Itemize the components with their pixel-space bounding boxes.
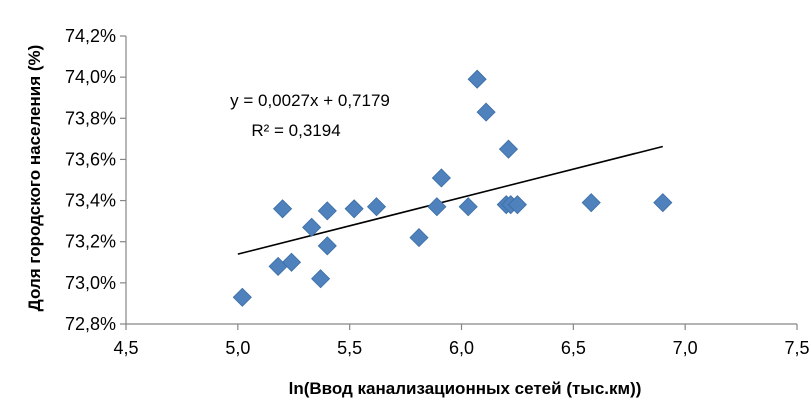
- y-tick-label: 73,6%: [65, 149, 116, 169]
- y-tick-label: 74,0%: [65, 67, 116, 87]
- data-point: [498, 139, 519, 159]
- y-axis: 72,8% 73,0% 73,2% 73,4% 73,6% 73,8% 74,0% 74,2%: [65, 26, 127, 334]
- data-point: [366, 197, 387, 217]
- x-tick-label: 6,0: [449, 338, 474, 358]
- data-point: [431, 168, 451, 188]
- data-point: [273, 199, 293, 219]
- y-axis-title: Доля городского населения (%): [25, 45, 44, 312]
- data-point: [409, 228, 429, 248]
- y-tick-label: 74,2%: [65, 26, 116, 46]
- data-point: [581, 193, 601, 213]
- y-tick-label: 72,8%: [65, 314, 116, 334]
- data-point: [317, 201, 337, 221]
- data-point: [476, 102, 496, 122]
- y-tick-label: 73,8%: [65, 108, 116, 128]
- data-point: [467, 69, 487, 89]
- x-tick-label: 7,5: [784, 338, 809, 358]
- x-tick-label: 5,0: [225, 338, 250, 358]
- trendline-line: [237, 145, 663, 255]
- x-axis: 4,5 5,0 5,5 6,0 6,5 7,0 7,5: [113, 323, 810, 358]
- trendline-r-squared: R² = 0,3194: [251, 121, 340, 140]
- data-point: [653, 193, 673, 213]
- x-tick-label: 7,0: [673, 338, 698, 358]
- trendline-equation: y = 0,0027x + 0,7179: [230, 91, 390, 110]
- data-point: [507, 195, 527, 215]
- data-point: [311, 269, 331, 289]
- data-point: [458, 197, 478, 217]
- data-point: [281, 252, 302, 272]
- x-axis-title: ln(Ввод канализационных сетей (тыс.км)): [289, 379, 642, 398]
- x-tick-label: 4,5: [113, 338, 138, 358]
- y-tick-label: 73,2%: [65, 232, 116, 252]
- data-point: [427, 197, 447, 217]
- data-point: [232, 287, 252, 307]
- data-point: [317, 236, 337, 256]
- data-points: [232, 69, 673, 307]
- trendline: [237, 145, 663, 255]
- y-tick-label: 73,4%: [65, 191, 116, 211]
- data-point: [302, 217, 322, 237]
- y-tick-label: 73,0%: [65, 273, 116, 293]
- x-tick-label: 5,5: [337, 338, 362, 358]
- data-point: [344, 199, 364, 219]
- x-tick-label: 6,5: [561, 338, 586, 358]
